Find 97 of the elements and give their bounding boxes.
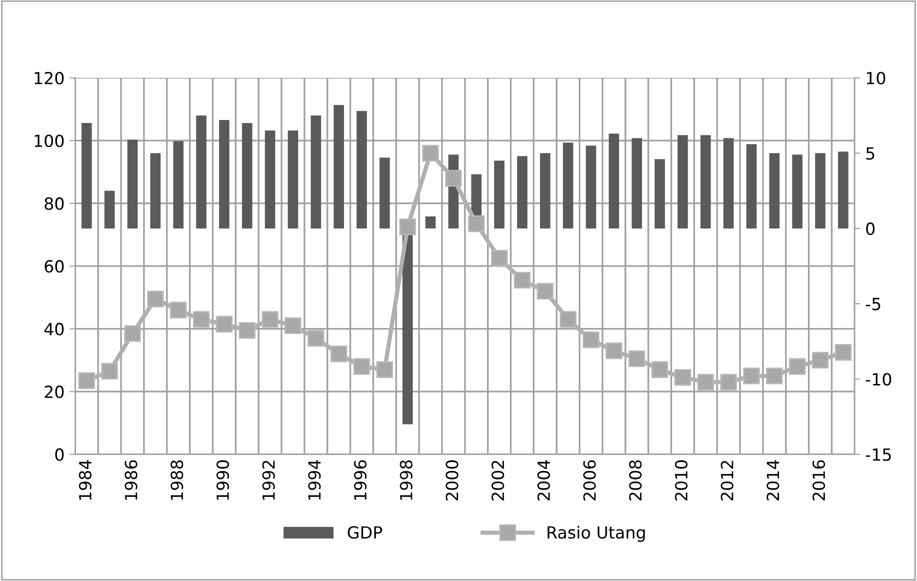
x-tick-label: 2010 [674, 460, 688, 500]
x-tick-label: 2006 [583, 460, 596, 500]
x-tick-label: 1998 [400, 460, 412, 500]
point [422, 144, 439, 162]
bar [700, 135, 711, 228]
bar [792, 154, 802, 228]
y2-tick-label: 10 [866, 72, 886, 84]
legend-label: Rasio Utang [548, 526, 645, 542]
bar [425, 216, 436, 228]
point [834, 344, 852, 361]
y-tick-label: 60 [44, 260, 64, 273]
point [78, 372, 95, 389]
x-tick-label: 1992 [262, 460, 275, 500]
point [720, 374, 737, 391]
point [284, 317, 302, 334]
bar [173, 141, 184, 228]
bar [196, 116, 206, 228]
bar [723, 138, 734, 228]
bar [334, 104, 344, 228]
y-tick-label: 0 [55, 448, 64, 461]
x-tick-label: 2002 [492, 460, 504, 500]
bar [815, 153, 826, 228]
point [697, 374, 714, 391]
bar [540, 153, 550, 228]
x-tick-label: 1984 [78, 460, 92, 500]
y2-tick-label: 5 [866, 147, 874, 160]
point [743, 368, 760, 384]
x-tick-label: 2016 [812, 460, 826, 500]
point [766, 368, 783, 384]
x-tick-label: 1994 [308, 460, 321, 500]
point [812, 352, 829, 369]
point [192, 311, 210, 328]
x-tick-label: 2004 [537, 460, 550, 500]
bar [632, 138, 642, 228]
x-tick-label: 1990 [216, 460, 230, 500]
bar [380, 158, 390, 228]
y-tick-label: 40 [44, 322, 64, 336]
y-tick-label: 80 [44, 197, 64, 210]
point [262, 311, 278, 328]
x-tick-label: 2008 [629, 460, 642, 500]
point [238, 322, 256, 339]
point [376, 361, 394, 378]
legend-label: GDP [348, 526, 382, 539]
point [582, 331, 600, 348]
x-tick-label: 1996 [354, 460, 367, 500]
point [445, 170, 462, 187]
y2-tick-label: -5 [866, 298, 880, 310]
point [490, 250, 508, 267]
point [124, 325, 141, 342]
x-tick-label: 1986 [124, 460, 138, 500]
bar [517, 156, 528, 228]
y2-tick-label: -15 [866, 448, 891, 461]
bar [494, 160, 504, 228]
point [353, 358, 370, 375]
point [308, 330, 324, 347]
point [170, 302, 187, 318]
bar [310, 116, 322, 228]
x-tick-label: 2014 [766, 460, 780, 500]
bar [150, 153, 161, 228]
bar [219, 120, 230, 228]
bar [586, 146, 596, 228]
x-tick-label: 2000 [446, 460, 458, 500]
bar [678, 135, 688, 228]
point [330, 346, 348, 362]
point [399, 218, 416, 236]
y-tick-label: 120 [34, 72, 64, 84]
point [536, 282, 554, 300]
y2-tick-label: -10 [866, 373, 892, 386]
bar [356, 110, 367, 228]
point [674, 369, 692, 386]
point [101, 362, 118, 380]
x-tick-label: 2012 [720, 460, 734, 500]
point [789, 358, 806, 375]
point [468, 215, 485, 232]
bar [288, 130, 298, 228]
x-tick-label: 1988 [170, 460, 184, 500]
point [606, 342, 622, 360]
bar [769, 153, 780, 228]
point [628, 350, 646, 367]
bar [264, 130, 276, 228]
bar [562, 142, 574, 228]
y-tick-label: 20 [44, 386, 64, 398]
bar [608, 134, 620, 228]
bar [242, 123, 252, 228]
point [560, 311, 576, 328]
bar [746, 144, 757, 228]
point [147, 290, 164, 308]
bar [127, 140, 138, 228]
bar [82, 123, 92, 228]
bar [104, 190, 115, 228]
bar [654, 159, 665, 228]
y-tick-label: 100 [34, 134, 64, 148]
bar [838, 152, 848, 228]
y2-tick-label: 0 [866, 222, 875, 236]
point [514, 272, 531, 289]
point [216, 316, 233, 332]
point [651, 361, 668, 378]
